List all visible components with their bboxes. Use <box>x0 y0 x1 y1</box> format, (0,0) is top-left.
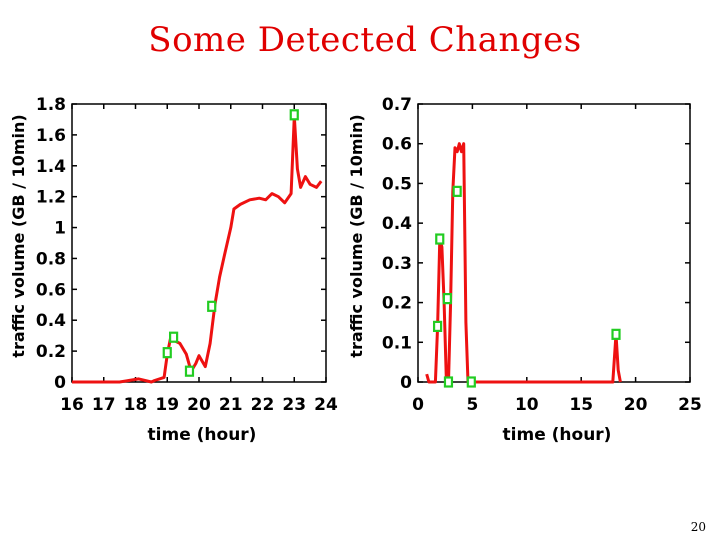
x-tick-label: 15 <box>569 395 593 415</box>
chart-right-traffic: 0 5 10 15 20 25 0 0.1 0.2 0.3 0.4 0.5 0.6 0.7 time (ho… <box>347 95 702 445</box>
y-tick-label: 1.4 <box>36 157 66 177</box>
y-tick-label: 0.4 <box>382 214 412 234</box>
change-marker <box>435 233 445 245</box>
x-tick-label: 24 <box>314 395 338 415</box>
x-tick-label: 10 <box>515 395 539 415</box>
y-tick-label: 0.7 <box>382 95 412 115</box>
page-number: 20 <box>690 520 706 534</box>
x-tick-label: 21 <box>219 395 243 415</box>
x-tick-label: 19 <box>155 395 179 415</box>
y-tick-label: 0.1 <box>382 333 412 353</box>
y-tick-label: 0.4 <box>36 311 66 331</box>
y-tick-label: 0.2 <box>382 294 412 314</box>
x-tick-label: 0 <box>412 395 424 415</box>
change-marker <box>442 293 452 305</box>
x-tick-label: 5 <box>466 395 478 415</box>
change-marker <box>289 109 299 121</box>
x-tick-label: 22 <box>251 395 275 415</box>
y-tick-label: 1.6 <box>36 126 66 146</box>
x-tick-label: 20 <box>187 395 211 415</box>
y-axis-label: traffic volume (GB / 10min) <box>347 114 366 357</box>
x-tick-label: 18 <box>124 395 148 415</box>
y-tick-label: 0.6 <box>382 135 412 155</box>
change-marker <box>452 185 462 197</box>
x-tick-label: 25 <box>678 395 702 415</box>
change-marker <box>207 300 217 312</box>
x-tick-label: 16 <box>60 395 84 415</box>
y-tick-label: 1 <box>54 219 66 239</box>
change-marker <box>432 320 443 332</box>
plot-frame <box>71 103 327 383</box>
x-tick-label: 23 <box>282 395 306 415</box>
slide-title: Some Detected Changes <box>148 20 582 60</box>
change-marker <box>466 376 476 388</box>
y-tick-label: 0 <box>400 373 412 393</box>
y-tick-label: 0.3 <box>382 254 412 274</box>
chart-left-daily-traffic: 16 17 18 19 20 21 22 23 24 0 0.2 0.4 0.6 0.8 1 1.2 1.4 1.… <box>9 95 338 445</box>
change-marker <box>184 365 195 377</box>
y-axis-label: traffic volume (GB / 10min) <box>9 114 28 357</box>
x-tick-label: 20 <box>624 395 648 415</box>
y-tick-label: 1.2 <box>36 188 66 208</box>
y-tick-label: 0 <box>54 373 66 393</box>
x-axis-label: time (hour) <box>503 425 612 445</box>
y-tick-label: 0.8 <box>36 249 66 269</box>
x-tick-label: 17 <box>92 395 116 415</box>
y-tick-label: 0.5 <box>382 174 412 194</box>
y-tick-label: 0.6 <box>36 280 66 300</box>
change-marker <box>611 328 621 340</box>
y-tick-label: 0.2 <box>36 342 66 362</box>
y-tick-label: 1.8 <box>36 95 66 115</box>
x-axis-label: time (hour) <box>148 425 257 445</box>
change-marker <box>169 331 179 343</box>
change-marker <box>162 347 172 359</box>
change-marker <box>443 376 454 388</box>
